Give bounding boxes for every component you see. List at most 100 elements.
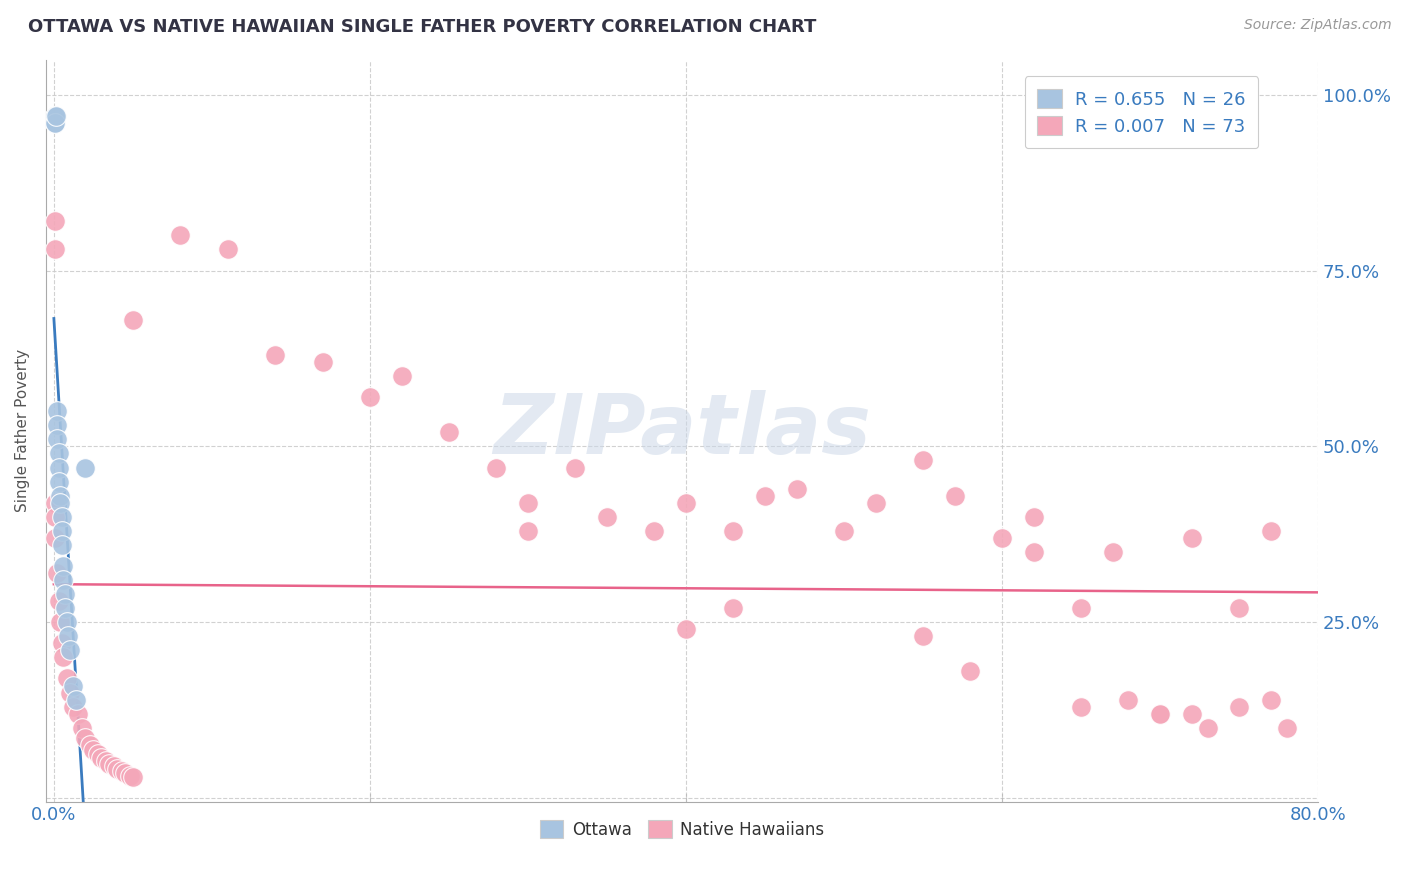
Point <box>1275 721 1298 735</box>
Point <box>49 496 72 510</box>
Point <box>122 313 145 327</box>
Point <box>90 751 112 765</box>
Point <box>391 369 413 384</box>
Point <box>48 446 70 460</box>
Point <box>46 566 69 580</box>
Point <box>44 243 66 257</box>
Point <box>48 594 70 608</box>
Point <box>359 390 381 404</box>
Point <box>437 425 460 440</box>
Point <box>62 679 84 693</box>
Point <box>943 489 966 503</box>
Point <box>114 766 136 780</box>
Point <box>75 460 97 475</box>
Y-axis label: Single Father Poverty: Single Father Poverty <box>15 349 30 512</box>
Point <box>82 743 104 757</box>
Point <box>44 109 66 123</box>
Point <box>79 739 101 753</box>
Point <box>49 615 72 630</box>
Point <box>912 453 935 467</box>
Point <box>723 601 745 615</box>
Point <box>44 109 66 123</box>
Point <box>49 489 72 503</box>
Point <box>44 509 66 524</box>
Point <box>912 629 935 643</box>
Point <box>48 460 70 475</box>
Point <box>62 699 84 714</box>
Point <box>98 757 121 772</box>
Point <box>1118 692 1140 706</box>
Point <box>59 643 82 657</box>
Point <box>786 482 808 496</box>
Point <box>45 109 67 123</box>
Point <box>1070 601 1092 615</box>
Point <box>51 538 73 552</box>
Point <box>675 622 697 636</box>
Point <box>959 665 981 679</box>
Point <box>564 460 586 475</box>
Point <box>44 116 66 130</box>
Legend: Ottawa, Native Hawaiians: Ottawa, Native Hawaiians <box>533 814 831 846</box>
Point <box>66 706 89 721</box>
Point <box>217 243 239 257</box>
Point <box>1181 706 1204 721</box>
Point <box>1101 545 1123 559</box>
Point <box>46 433 69 447</box>
Point <box>52 573 75 587</box>
Point <box>65 692 87 706</box>
Point <box>55 672 77 686</box>
Point <box>46 418 69 433</box>
Point <box>485 460 508 475</box>
Point <box>754 489 776 503</box>
Point <box>46 404 69 418</box>
Point <box>118 768 141 782</box>
Point <box>56 629 79 643</box>
Point <box>44 531 66 545</box>
Point <box>51 509 73 524</box>
Point <box>51 636 73 650</box>
Point <box>103 759 125 773</box>
Point <box>1022 509 1045 524</box>
Point <box>643 524 665 538</box>
Point <box>1149 706 1171 721</box>
Point <box>991 531 1014 545</box>
Point <box>111 764 134 779</box>
Point <box>1227 601 1250 615</box>
Point <box>675 496 697 510</box>
Point <box>311 355 333 369</box>
Point <box>59 685 82 699</box>
Point <box>105 762 128 776</box>
Point <box>72 721 94 735</box>
Text: Source: ZipAtlas.com: Source: ZipAtlas.com <box>1244 18 1392 32</box>
Text: ZIPatlas: ZIPatlas <box>494 390 870 471</box>
Point <box>1197 721 1219 735</box>
Point <box>1070 699 1092 714</box>
Point <box>723 524 745 538</box>
Point <box>1260 692 1282 706</box>
Point <box>48 475 70 489</box>
Point <box>53 587 76 601</box>
Point <box>122 770 145 784</box>
Text: OTTAWA VS NATIVE HAWAIIAN SINGLE FATHER POVERTY CORRELATION CHART: OTTAWA VS NATIVE HAWAIIAN SINGLE FATHER … <box>28 18 817 36</box>
Point <box>55 615 77 630</box>
Point <box>169 228 191 243</box>
Point <box>75 731 97 746</box>
Point <box>51 524 73 538</box>
Point <box>52 558 75 573</box>
Point <box>1022 545 1045 559</box>
Point <box>1181 531 1204 545</box>
Point <box>44 496 66 510</box>
Point <box>44 116 66 130</box>
Point <box>53 601 76 615</box>
Point <box>94 755 117 769</box>
Point <box>87 747 110 762</box>
Point <box>1149 706 1171 721</box>
Point <box>865 496 887 510</box>
Point <box>517 496 540 510</box>
Point <box>264 348 287 362</box>
Point <box>517 524 540 538</box>
Point <box>44 214 66 228</box>
Point <box>1227 699 1250 714</box>
Point <box>596 509 619 524</box>
Point <box>52 650 75 665</box>
